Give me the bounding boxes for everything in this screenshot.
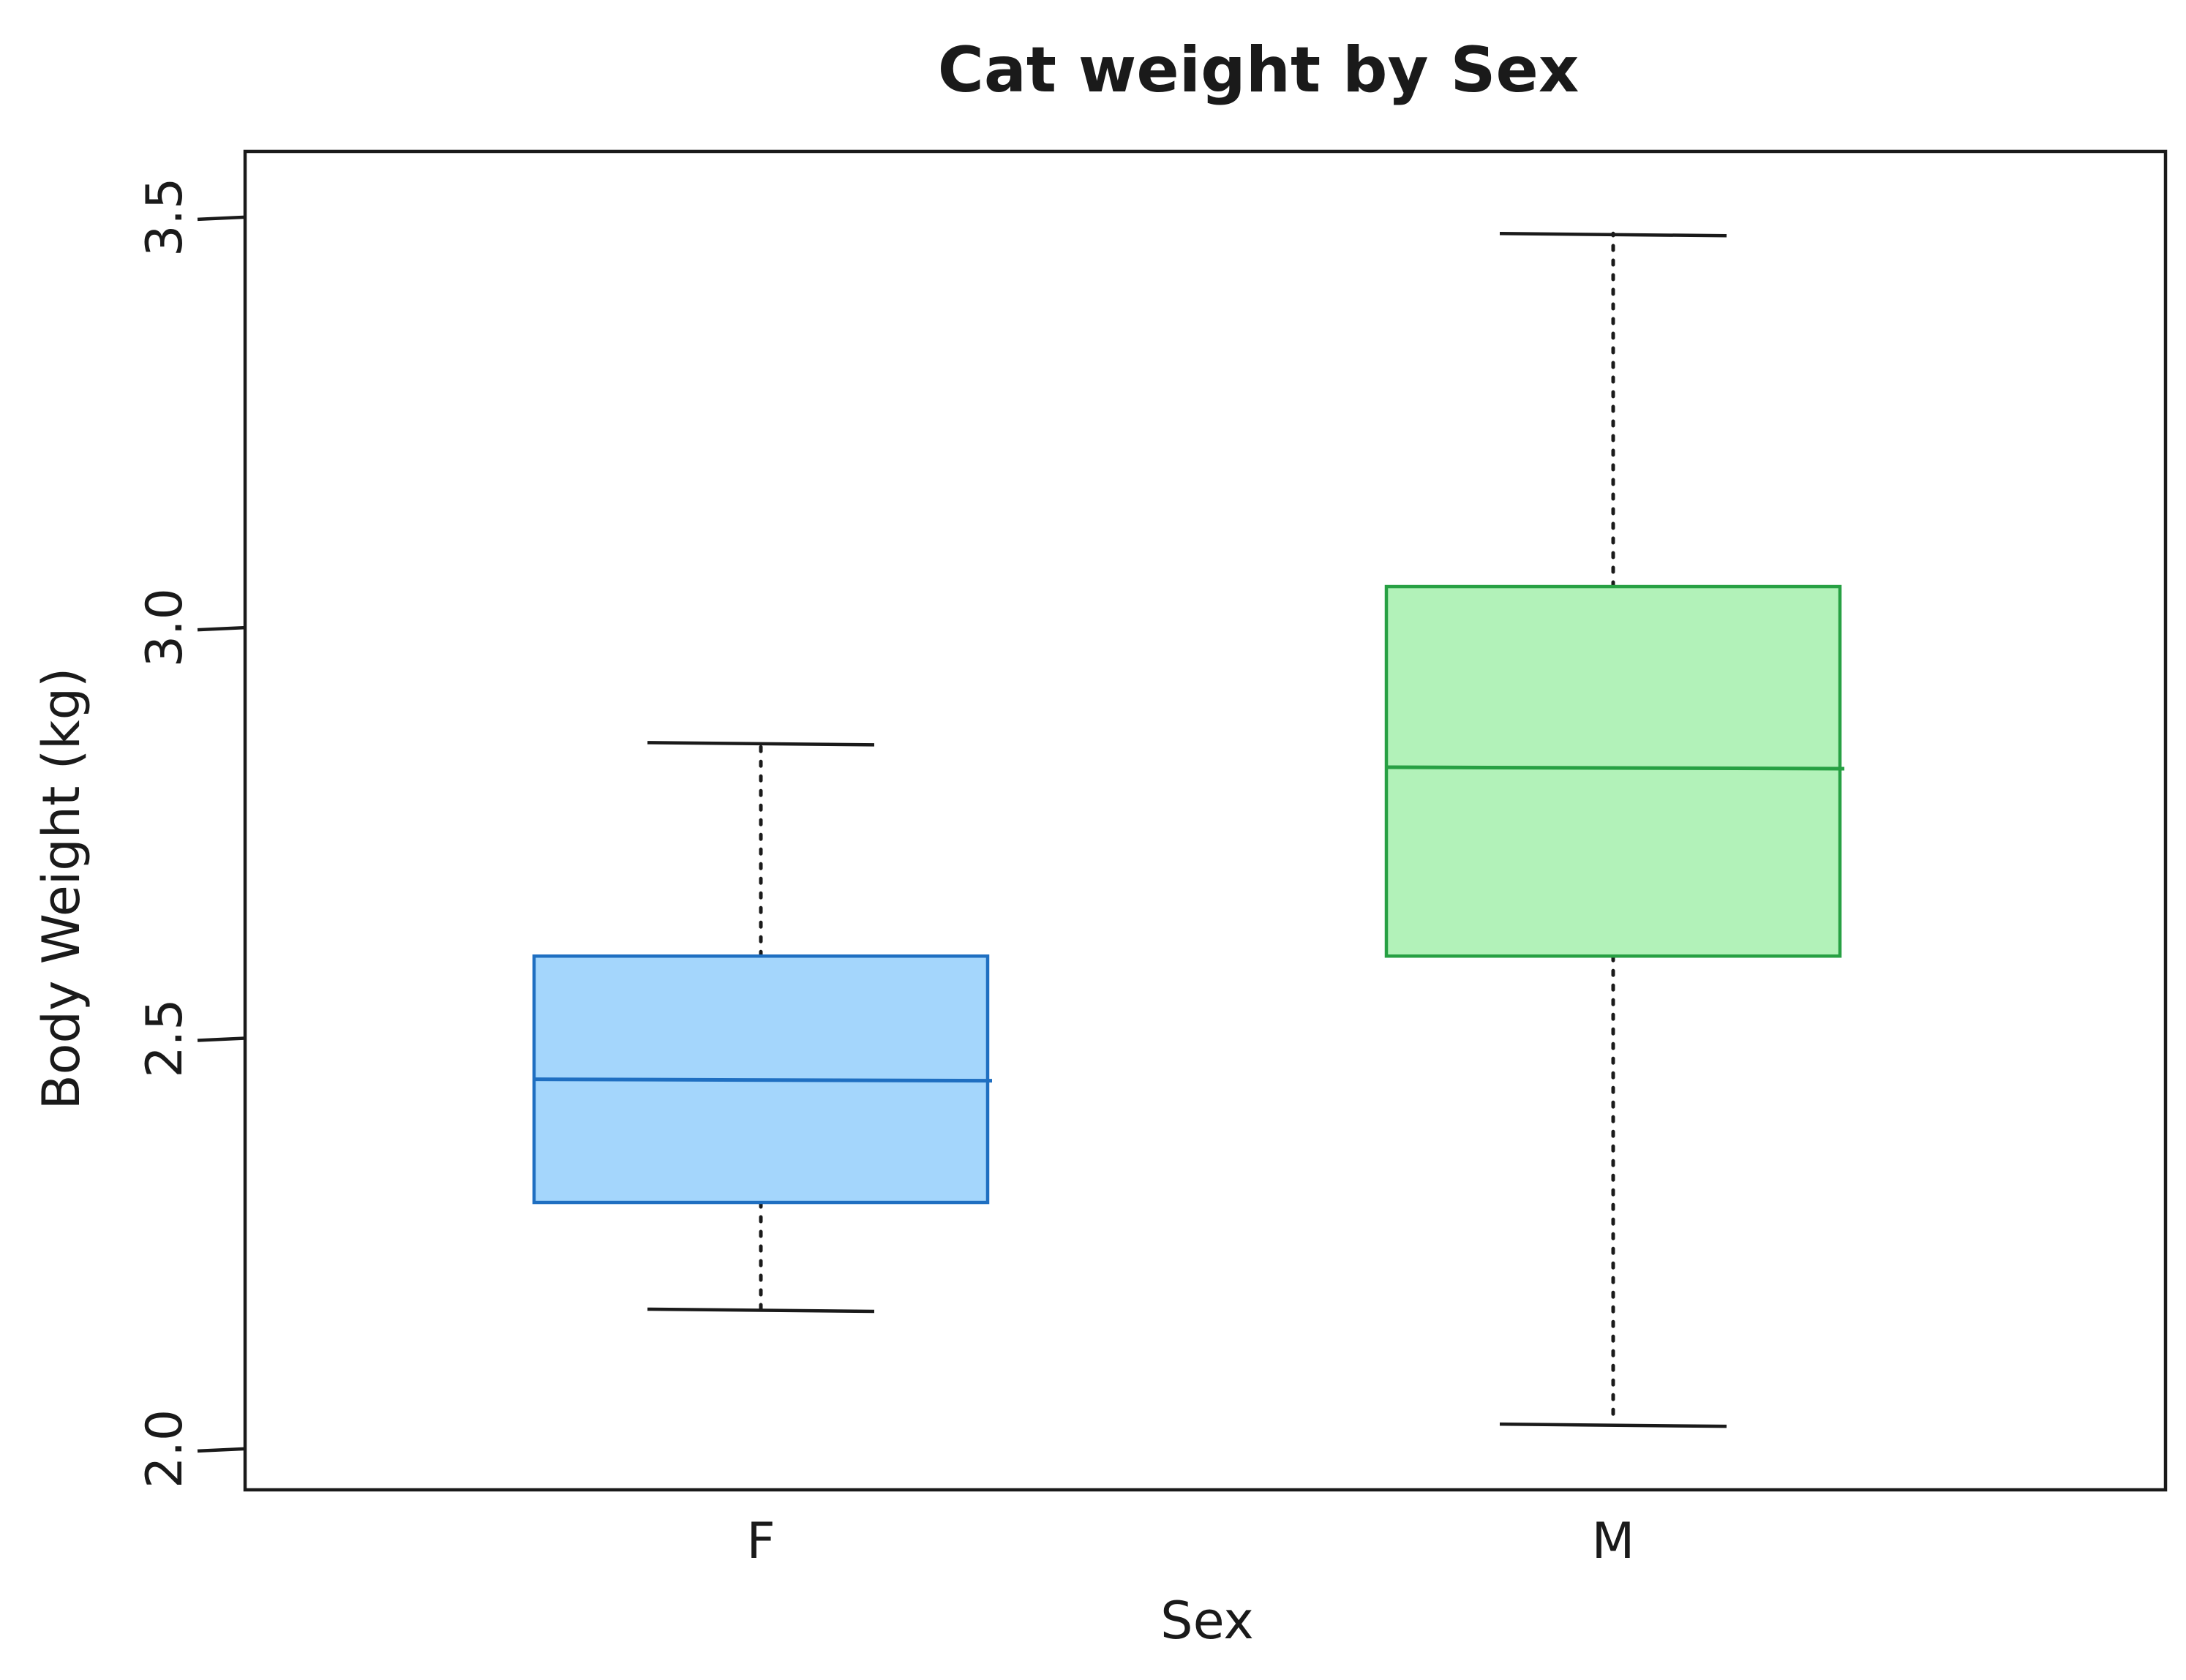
chart-title: Cat weight by Sex bbox=[938, 34, 1580, 107]
box-M bbox=[1384, 231, 1845, 1428]
x-tick-label: M bbox=[1592, 1513, 1635, 1570]
box-F bbox=[532, 740, 993, 1314]
lower-whisker-cap bbox=[1499, 1422, 1727, 1428]
x-axis-label: Sex bbox=[1160, 1591, 1254, 1651]
y-tick-label: 2.5 bbox=[136, 998, 194, 1077]
boxes-layer bbox=[532, 231, 1845, 1428]
median-line bbox=[1386, 765, 1845, 771]
y-tick-label: 2.0 bbox=[136, 1409, 194, 1488]
y-tick-label: 3.5 bbox=[136, 178, 194, 257]
x-tick-label: F bbox=[746, 1513, 775, 1570]
y-tick-mark bbox=[197, 1036, 246, 1042]
y-axis: 2.0 2.5 3.0 3.5 bbox=[136, 178, 246, 1488]
lower-whisker-cap bbox=[647, 1307, 875, 1314]
plot-frame bbox=[243, 149, 2168, 1492]
y-tick-mark bbox=[197, 215, 246, 222]
upper-whisker-cap bbox=[1499, 232, 1727, 238]
y-tick-mark bbox=[197, 625, 246, 632]
median-line bbox=[533, 1077, 993, 1083]
y-tick-label: 3.0 bbox=[136, 588, 194, 667]
iqr-box bbox=[1384, 584, 1842, 958]
y-axis-label: Body Weight (kg) bbox=[31, 668, 91, 1110]
upper-whisker-cap bbox=[647, 741, 875, 747]
y-tick-mark bbox=[197, 1447, 246, 1453]
